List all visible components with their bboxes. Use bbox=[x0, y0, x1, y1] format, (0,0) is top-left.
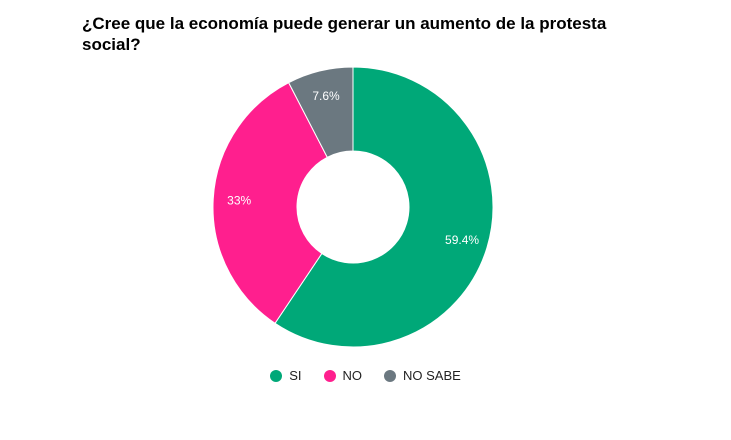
legend-swatch bbox=[384, 369, 396, 382]
legend-swatch bbox=[323, 369, 336, 382]
donut-slice-si[interactable] bbox=[274, 66, 494, 348]
legend-item-no[interactable]: NO bbox=[323, 368, 363, 383]
chart-legend: SI NO NO SABE bbox=[0, 368, 731, 383]
slice-label-no-sabe: 7.6% bbox=[312, 89, 340, 103]
donut-slice-no-sabe[interactable] bbox=[287, 66, 354, 158]
donut-slice-no[interactable] bbox=[212, 81, 328, 324]
slice-label-no: 33% bbox=[227, 194, 251, 208]
slice-labels: 59.4% 33% 7.6% bbox=[227, 89, 479, 247]
legend-swatch bbox=[270, 369, 283, 382]
legend-item-si[interactable]: SI bbox=[270, 368, 302, 383]
slice-label-si: 59.4% bbox=[445, 233, 479, 247]
legend-label: NO bbox=[342, 368, 363, 383]
legend-label: SI bbox=[289, 368, 302, 383]
donut-slices bbox=[212, 66, 494, 348]
legend-label: NO SABE bbox=[403, 368, 461, 383]
legend-item-no-sabe[interactable]: NO SABE bbox=[384, 368, 461, 383]
chart-title: ¿Cree que la economía puede generar un a… bbox=[82, 14, 607, 54]
